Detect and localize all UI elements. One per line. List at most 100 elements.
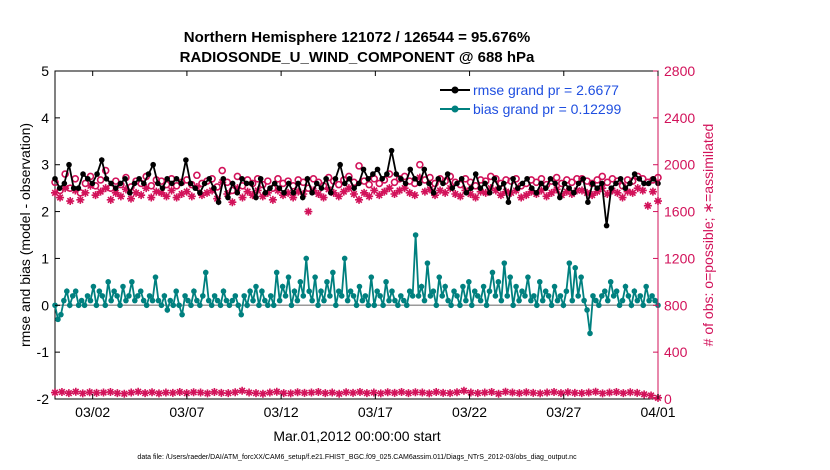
rmse-point (393, 171, 400, 177)
obs-assimilated-point (383, 388, 392, 397)
rmse-point (388, 147, 395, 154)
obs-assimilated-point (99, 388, 108, 397)
obs-assimilated-point (487, 387, 496, 396)
obs-assimilated-point (466, 388, 475, 397)
bias-point (306, 288, 313, 295)
obs-assimilated-point (335, 389, 344, 398)
bias-point (551, 283, 558, 290)
bias-point (628, 302, 635, 309)
bias-point (330, 269, 336, 276)
obs-assimilated-point (494, 389, 503, 398)
rmse-point (482, 180, 488, 187)
obs-assimilated-point (177, 190, 186, 198)
obs-assimilated-point (376, 389, 385, 398)
rmse-point (84, 175, 91, 182)
bias-point (362, 293, 369, 299)
obs-assimilated-point (252, 389, 260, 398)
bias-point (223, 297, 230, 304)
x-tick-label: 03/02 (75, 404, 110, 420)
bias-point (318, 288, 324, 295)
rmse-point (66, 161, 72, 168)
bias-point (247, 288, 253, 295)
bias-point (593, 297, 599, 304)
rmse-point (412, 175, 418, 182)
bias-point (448, 302, 454, 309)
rmse-point (538, 180, 544, 187)
legend-bias-marker (451, 105, 459, 113)
rmse-point (599, 180, 605, 187)
obs-assimilated-point (284, 188, 293, 197)
obs-assimilated-point (603, 190, 612, 198)
chart-title: Northern Hemisphere 121072 / 126544 = 95… (184, 29, 530, 46)
rmse-point (150, 161, 156, 168)
obs-assimilated-point (397, 387, 406, 396)
obs-assimilated-point (390, 388, 399, 397)
rmse-point (561, 180, 568, 187)
obs-assimilated-point (134, 387, 143, 396)
obs-possible-point (309, 174, 318, 183)
bias-point (226, 302, 233, 309)
bias-point (507, 274, 514, 280)
obs-assimilated-point (111, 188, 120, 197)
bias-point (185, 297, 191, 304)
bias-point (220, 288, 227, 295)
bias-point (129, 279, 135, 285)
legend-rmse-marker (451, 86, 459, 94)
obs-assimilated-point (420, 187, 429, 196)
bias-point (120, 283, 126, 290)
rmse-point (197, 190, 203, 196)
obs-assimilated-point (51, 388, 59, 397)
obs-assimilated-point (643, 201, 652, 210)
rmse-point (70, 185, 77, 191)
obs-assimilated-point (370, 186, 379, 195)
bias-point (563, 288, 570, 295)
bias-point (321, 297, 327, 304)
rmse-point (295, 180, 301, 187)
obs-assimilated-point (245, 388, 254, 397)
obs-assimilated-point (446, 389, 455, 398)
obs-assimilated-point (385, 184, 394, 193)
x-tick-label: 03/22 (452, 404, 487, 420)
rmse-point (514, 185, 521, 191)
bias-point (96, 288, 103, 295)
obs-assimilated-point (557, 191, 566, 200)
obs-assimilated-point (411, 388, 420, 397)
x-tick-label: 03/12 (264, 404, 299, 420)
rmse-point (374, 166, 381, 173)
rmse-point (164, 175, 170, 182)
series-rmse (52, 147, 661, 229)
bias-point (400, 297, 407, 304)
bias-point (288, 302, 295, 309)
rmse-point (645, 180, 652, 187)
bias-point (640, 302, 647, 309)
obs-assimilated-point (471, 193, 480, 202)
obs-assimilated-point (375, 191, 384, 200)
rmse-point (416, 180, 423, 187)
bias-point (383, 279, 389, 285)
bias-point (72, 288, 79, 295)
obs-assimilated-point (342, 388, 351, 397)
obs-assimilated-point (197, 191, 206, 200)
obs-assimilated-point (628, 188, 637, 197)
legend: rmse grand pr = 2.6677 bias grand pr = 0… (435, 78, 653, 122)
obs-assimilated-point (613, 188, 622, 197)
rmse-point (580, 175, 587, 182)
bias-point (84, 293, 91, 299)
y-right-tick-label: 0 (664, 391, 672, 407)
rmse-point (145, 171, 152, 177)
obs-possible-point (598, 172, 607, 181)
rmse-point (262, 190, 269, 196)
obs-possible-point (552, 173, 561, 182)
bias-point (504, 293, 511, 299)
obs-assimilated-point (572, 186, 581, 195)
obs-assimilated-point (473, 389, 482, 398)
obs-assimilated-point (228, 198, 237, 207)
rmse-point (117, 180, 124, 187)
bias-point (208, 302, 215, 309)
rmse-point (407, 166, 414, 173)
rmse-point (496, 185, 502, 191)
bias-point (229, 297, 236, 304)
obs-assimilated-point (459, 386, 468, 395)
rmse-point (169, 180, 175, 187)
obs-assimilated-point (208, 186, 217, 195)
